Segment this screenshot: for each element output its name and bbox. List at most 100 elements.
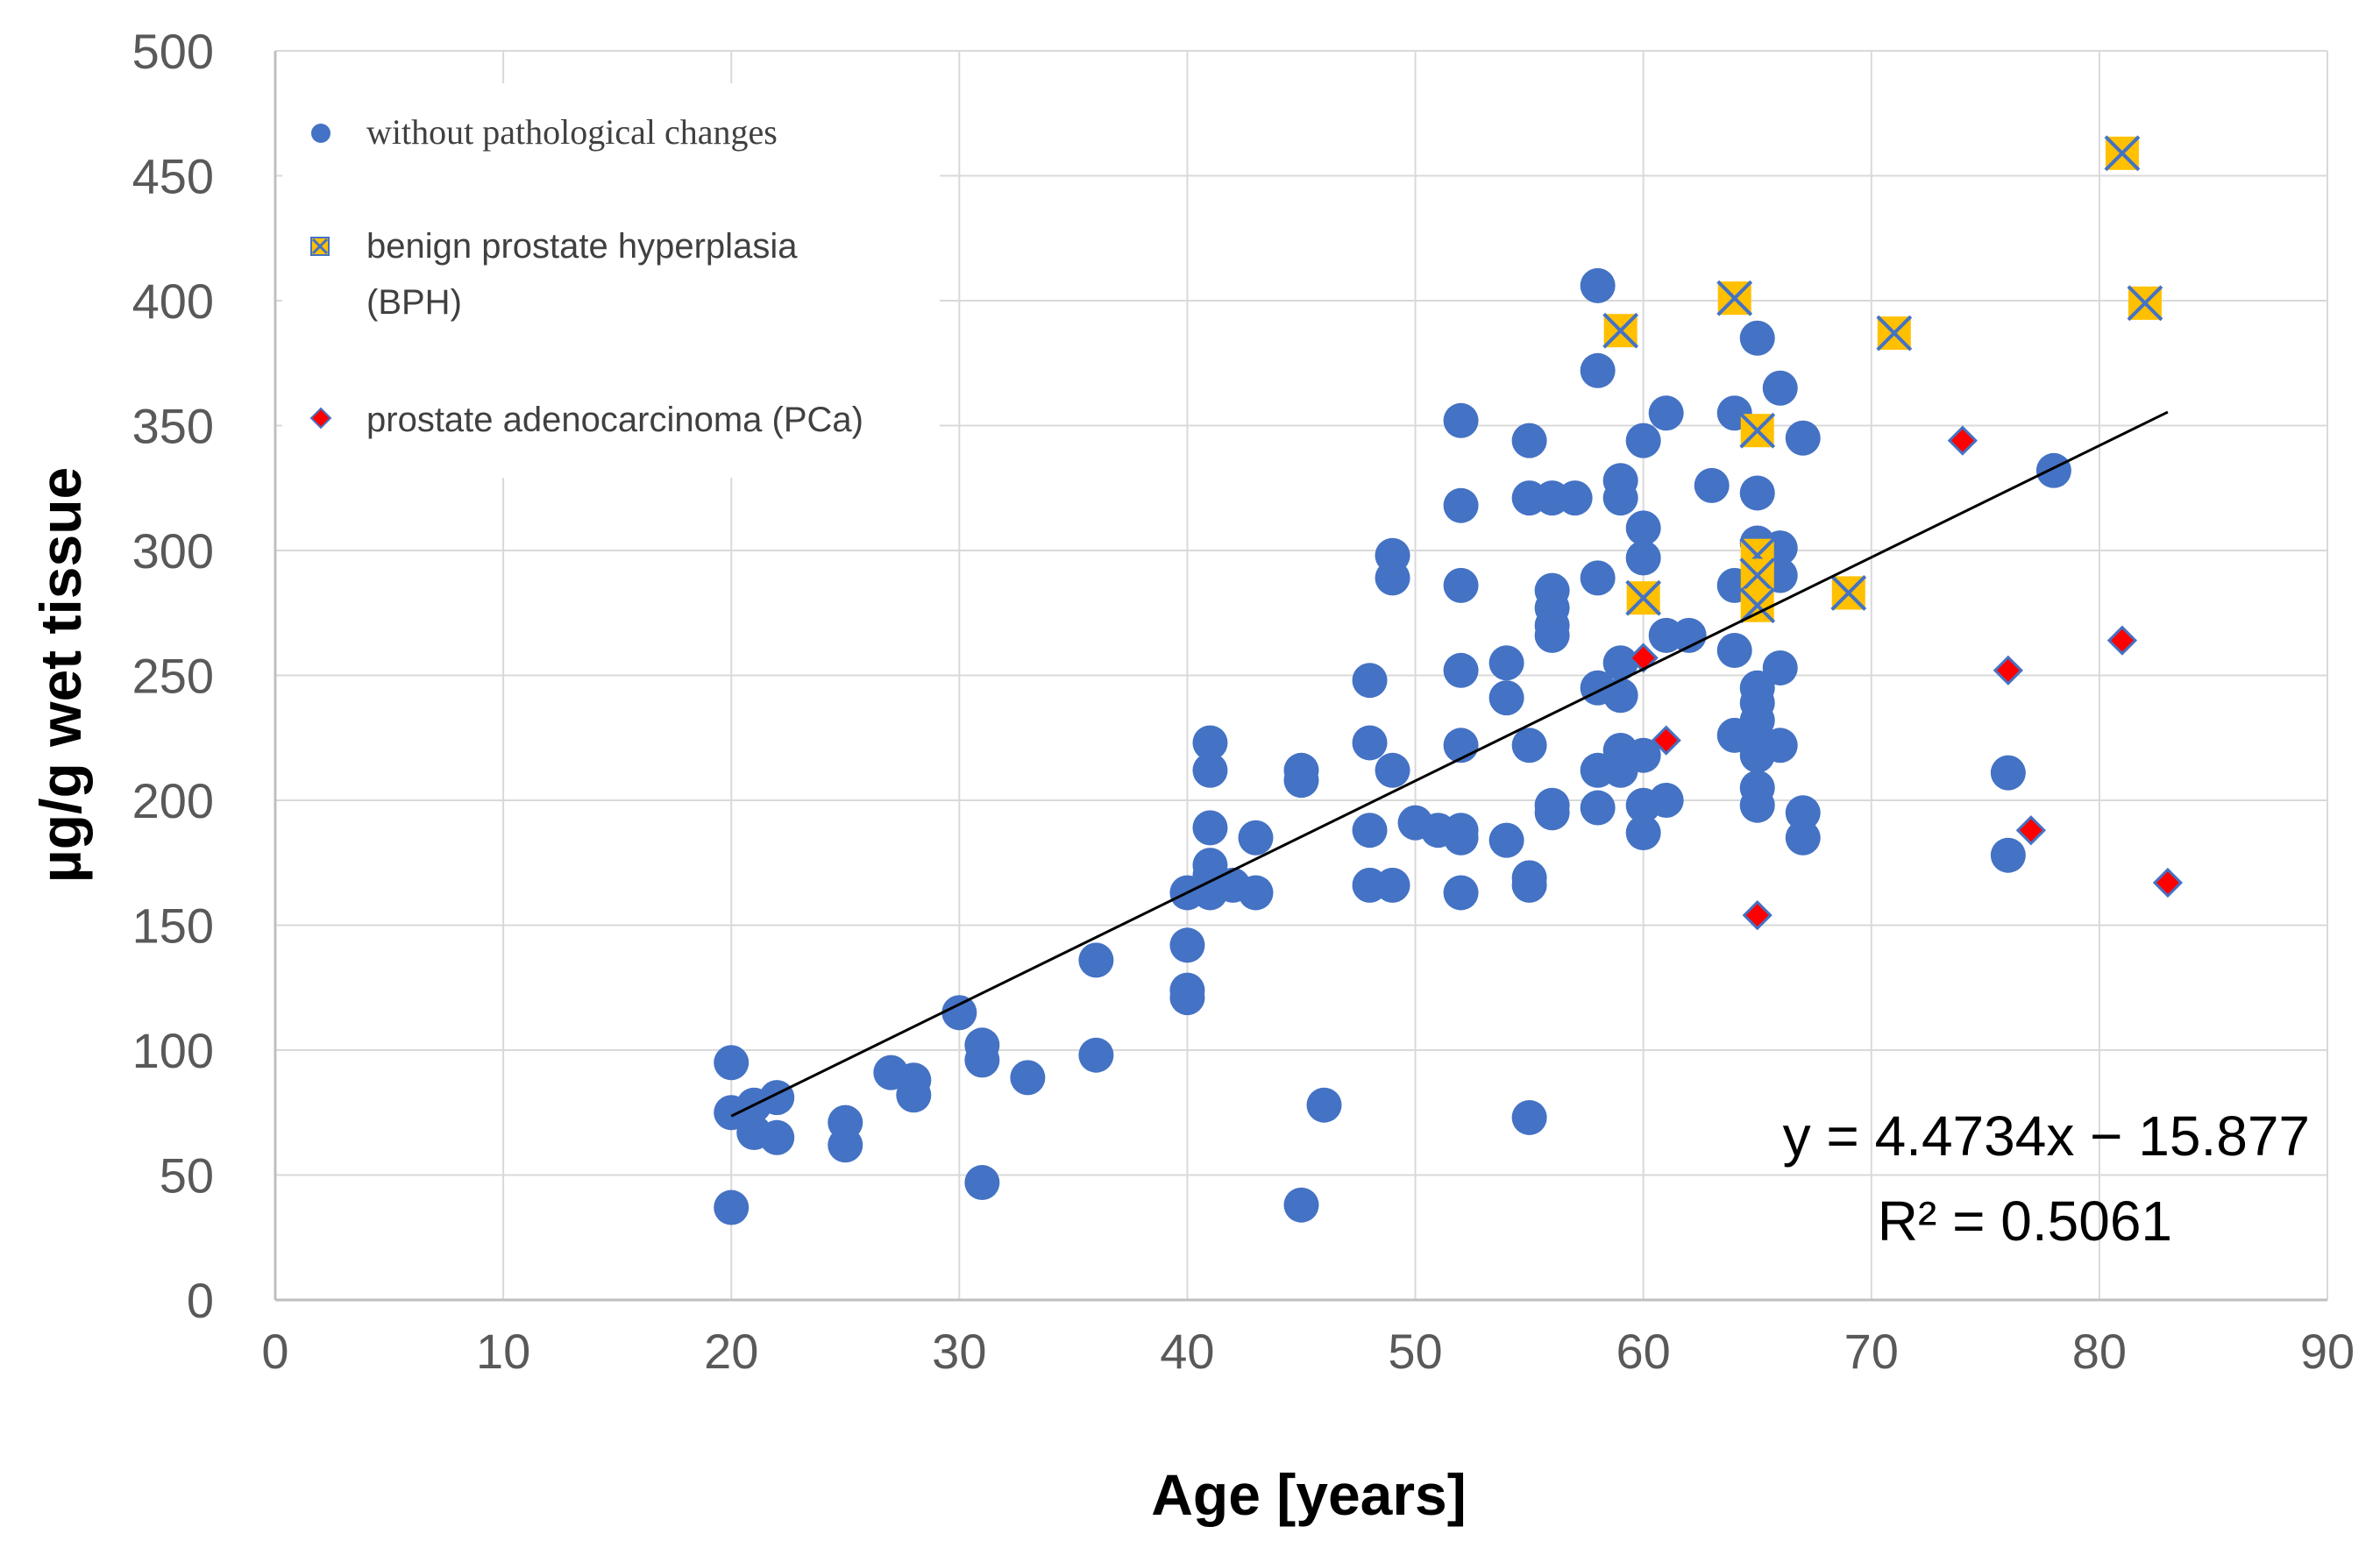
- axes: [274, 51, 2327, 1302]
- data-point-pca: [2015, 815, 2046, 846]
- legend-box: [282, 83, 940, 478]
- data-point-normal: [1785, 795, 1821, 831]
- data-point-normal: [1785, 820, 1821, 856]
- bph-marker-stroke: [1876, 315, 1913, 352]
- data-point-bph: [1602, 312, 1639, 349]
- legend-label-bph-line1: benign prostate hyperplasia: [366, 227, 798, 266]
- x-axis-title: Age [years]: [1151, 1462, 1467, 1527]
- x-tick-label: 30: [932, 1324, 986, 1379]
- data-point-normal: [1375, 752, 1410, 788]
- data-point-bph: [1716, 280, 1753, 316]
- y-tick-label: 500: [132, 24, 214, 79]
- bph-marker-stroke: [1602, 312, 1639, 349]
- data-point-normal: [1488, 645, 1524, 681]
- y-tick-label: 100: [132, 1023, 214, 1078]
- data-point-normal: [759, 1119, 795, 1155]
- data-point-normal: [941, 995, 977, 1031]
- data-point-normal: [1648, 783, 1684, 818]
- legend-marker-bph: [310, 237, 330, 256]
- data-point-normal: [1739, 787, 1775, 823]
- data-point-normal: [1739, 475, 1775, 511]
- data-point-normal: [1192, 752, 1228, 788]
- data-point-pca: [1742, 899, 1773, 931]
- data-point-normal: [1375, 867, 1410, 903]
- data-point-normal: [1716, 633, 1752, 668]
- data-point-bph: [2104, 135, 2141, 172]
- y-tick-label: 350: [132, 399, 214, 454]
- bph-marker-stroke: [1739, 587, 1776, 624]
- data-point-normal: [1580, 352, 1616, 388]
- x-tick-label: 60: [1616, 1324, 1671, 1379]
- bph-marker-stroke: [1830, 575, 1867, 611]
- data-point-normal: [1306, 1087, 1342, 1123]
- data-point-normal: [1990, 837, 2026, 873]
- x-tick-label: 90: [2300, 1324, 2355, 1379]
- data-point-normal: [1443, 402, 1479, 438]
- data-point-normal: [1078, 942, 1114, 978]
- bph-marker-stroke: [1739, 412, 1776, 449]
- data-point-normal: [1238, 875, 1274, 911]
- data-point-normal: [1625, 423, 1661, 458]
- legend-label-normal: without pathological changes: [366, 112, 778, 152]
- data-point-pca: [2152, 867, 2184, 898]
- y-axis-title: µg/g wet tissue: [28, 467, 93, 883]
- data-point-normal: [1602, 645, 1638, 681]
- data-point-pca: [1651, 725, 1681, 756]
- legend-label-bph-line2: (BPH): [366, 283, 462, 322]
- data-point-pca: [1993, 655, 2023, 685]
- data-point-normal: [1625, 737, 1661, 773]
- data-point-normal: [1534, 795, 1570, 831]
- data-point-normal: [1443, 652, 1479, 688]
- data-point-normal: [1990, 755, 2026, 791]
- x-tick-label: 0: [261, 1324, 288, 1379]
- x-tick-label: 10: [476, 1324, 530, 1379]
- gridlines: [275, 50, 2328, 1300]
- data-point-normal: [1352, 663, 1388, 699]
- data-point-normal: [964, 1165, 1000, 1201]
- data-point-normal: [1511, 423, 1547, 458]
- data-point-normal: [1580, 790, 1616, 826]
- legend-marker-normal: [311, 124, 330, 143]
- data-point-normal: [1534, 617, 1570, 653]
- trendline: [730, 410, 2169, 1118]
- data-point-normal: [1580, 267, 1616, 303]
- data-point-normal: [1010, 1060, 1046, 1096]
- y-tick-label: 450: [132, 149, 214, 204]
- bph-marker-stroke: [1625, 579, 1662, 616]
- data-points: [714, 135, 2184, 1225]
- bph-marker-stroke: [2104, 135, 2141, 172]
- data-point-normal: [1602, 678, 1638, 714]
- data-point-normal: [1443, 875, 1479, 911]
- y-tick-label: 200: [132, 773, 214, 828]
- x-tick-label: 70: [1844, 1324, 1899, 1379]
- data-point-bph: [1739, 557, 1776, 593]
- x-tick-label: 50: [1388, 1324, 1442, 1379]
- data-point-normal: [1785, 420, 1821, 456]
- data-point-normal: [1625, 510, 1661, 546]
- data-point-normal: [1488, 822, 1524, 858]
- data-point-normal: [1443, 567, 1479, 603]
- y-tick-label: 300: [132, 523, 214, 579]
- data-point-normal: [1557, 480, 1593, 516]
- x-tick-label: 20: [704, 1324, 758, 1379]
- trendline-r-squared: R² = 0.5061: [1878, 1189, 2172, 1253]
- data-point-normal: [964, 1042, 1000, 1078]
- data-point-normal: [1443, 487, 1479, 523]
- data-point-normal: [1283, 763, 1319, 799]
- legend-marker-pca: [309, 407, 332, 430]
- data-point-normal: [1762, 650, 1798, 685]
- x-tick-label: 40: [1160, 1324, 1214, 1379]
- bph-marker-stroke: [2127, 285, 2163, 322]
- data-point-normal: [714, 1189, 750, 1225]
- bph-marker-stroke: [1739, 557, 1776, 593]
- data-point-normal: [1762, 370, 1798, 406]
- data-point-bph: [1739, 587, 1776, 624]
- data-point-normal: [1169, 980, 1205, 1016]
- data-point-normal: [1625, 540, 1661, 576]
- data-point-normal: [2035, 452, 2071, 488]
- data-point-pca: [1947, 425, 1978, 456]
- data-point-normal: [1762, 728, 1798, 763]
- data-point-normal: [1169, 927, 1205, 963]
- data-point-normal: [1648, 395, 1684, 431]
